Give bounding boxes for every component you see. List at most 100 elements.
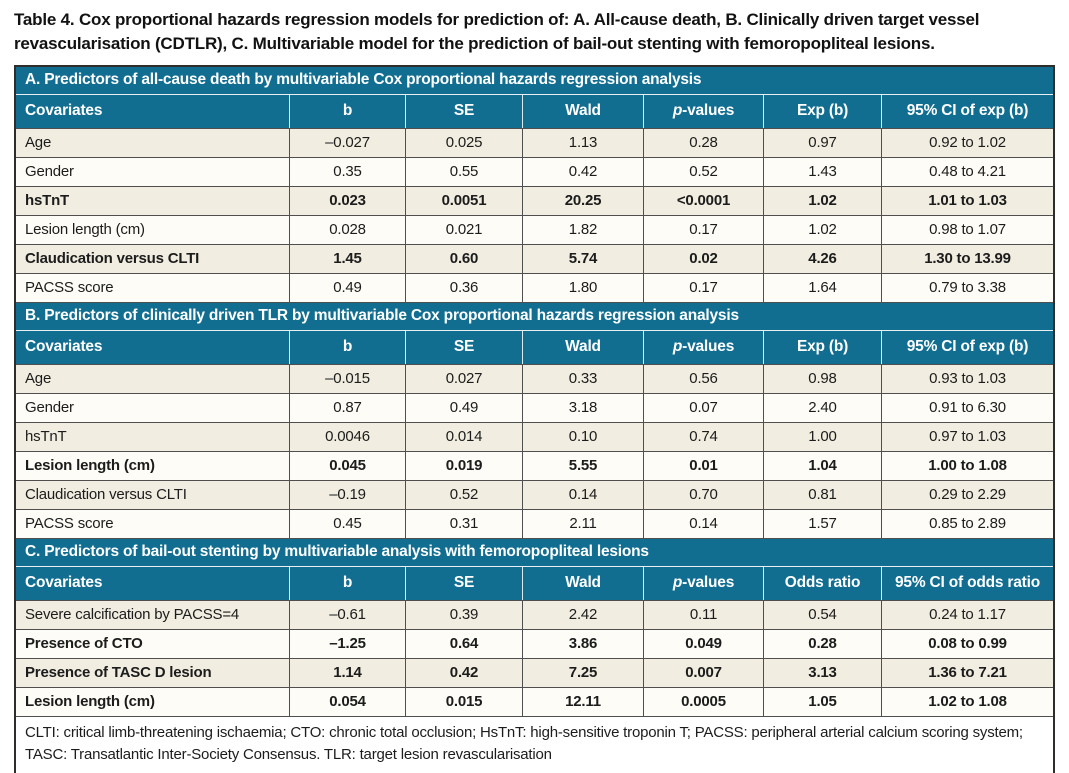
value-cell: 0.28 (763, 630, 881, 659)
column-header-p-values: p-values (643, 95, 763, 129)
value-cell: 0.11 (643, 601, 763, 630)
table-row: Lesion length (cm) 0.028 0.021 1.82 0.17 1.02… (16, 215, 1053, 245)
covariate-label: Lesion length (cm) (25, 693, 155, 711)
value-cell: 0.48 to 4.21 (881, 158, 1053, 187)
table-row: Claudication versus CLTI –0.19 0.52 0.14 0.7… (16, 480, 1053, 510)
table-row: Age –0.027 0.025 1.13 0.28 0.97 0.92 to 1.02 (16, 128, 1053, 158)
table-row: Claudication versus CLTI 1.45 0.60 5.74 0.02… (16, 244, 1053, 274)
value-cell: 0.019 (405, 452, 522, 481)
value-cell: 0.35 (289, 158, 405, 187)
table-row: Presence of CTO –1.25 0.64 3.86 0.049 0.28 0.0… (16, 629, 1053, 659)
value-cell: 0.31 (405, 510, 522, 539)
value-cell: 0.52 (643, 158, 763, 187)
value-cell: 0.021 (405, 216, 522, 245)
covariate-label: Gender (25, 399, 74, 417)
value-cell: 1.57 (763, 510, 881, 539)
value-cell: 4.26 (763, 245, 881, 274)
value-cell: 0.049 (643, 630, 763, 659)
value-cell: 5.55 (522, 452, 643, 481)
regression-table: A. Predictors of all-cause death by mult… (14, 65, 1055, 773)
value-cell: 0.17 (643, 216, 763, 245)
column-header-covariates: Covariates (25, 574, 103, 592)
table-row: Gender 0.87 0.49 3.18 0.07 2.40 0.91 to 6.30 (16, 393, 1053, 423)
value-cell: 0.33 (522, 365, 643, 394)
value-cell: –0.027 (289, 129, 405, 158)
value-cell: 0.54 (763, 601, 881, 630)
covariate-label: Lesion length (cm) (25, 457, 155, 475)
value-cell: –0.61 (289, 601, 405, 630)
covariate-label: Age (25, 134, 52, 152)
value-cell: 0.55 (405, 158, 522, 187)
covariate-label: Claudication versus CLTI (25, 486, 187, 504)
value-cell: 0.07 (643, 394, 763, 423)
covariate-label: Lesion length (cm) (25, 221, 145, 239)
value-cell: 0.97 to 1.03 (881, 423, 1053, 452)
value-cell: 0.02 (643, 245, 763, 274)
column-header-covariates: Covariates (25, 102, 103, 120)
value-cell: 0.015 (405, 688, 522, 717)
value-cell: 2.11 (522, 510, 643, 539)
value-cell: 0.027 (405, 365, 522, 394)
value-cell: 5.74 (522, 245, 643, 274)
value-cell: 0.045 (289, 452, 405, 481)
value-cell: 7.25 (522, 659, 643, 688)
value-cell: –0.015 (289, 365, 405, 394)
covariate-label: hsTnT (25, 192, 69, 210)
column-header-p-values: p-values (643, 331, 763, 365)
value-cell: 0.60 (405, 245, 522, 274)
section-c-header-row: Covariates b SE Wald p-values Odds ratio 95% C… (16, 567, 1053, 601)
value-cell: 0.87 (289, 394, 405, 423)
section-c-title: C. Predictors of bail-out stenting by mu… (16, 538, 1053, 568)
table-row: Lesion length (cm) 0.045 0.019 5.55 0.01 1.04… (16, 451, 1053, 481)
value-cell: 1.02 to 1.08 (881, 688, 1053, 717)
covariate-label: hsTnT (25, 428, 67, 446)
value-cell: 0.39 (405, 601, 522, 630)
table-row: PACSS score 0.45 0.31 2.11 0.14 1.57 0.85 to 2… (16, 509, 1053, 539)
table-row: hsTnT 0.023 0.0051 20.25 <0.0001 1.02 1.01 to … (16, 186, 1053, 216)
table-footnote: CLTI: critical limb-threatening ischaemi… (16, 716, 1053, 773)
value-cell: 3.18 (522, 394, 643, 423)
column-header-odds-ratio: Odds ratio (763, 567, 881, 601)
section-b-header-row: Covariates b SE Wald p-values Exp (b) 95% CI o… (16, 331, 1053, 365)
value-cell: 0.49 (405, 394, 522, 423)
value-cell: –1.25 (289, 630, 405, 659)
table-row: Lesion length (cm) 0.054 0.015 12.11 0.0005 1… (16, 687, 1053, 717)
value-cell: 0.10 (522, 423, 643, 452)
column-header-b: b (289, 331, 405, 365)
section-b-title: B. Predictors of clinically driven TLR b… (16, 302, 1053, 332)
value-cell: 0.025 (405, 129, 522, 158)
column-header-se: SE (405, 567, 522, 601)
column-header-wald: Wald (522, 95, 643, 129)
value-cell: 0.56 (643, 365, 763, 394)
covariate-label: Presence of CTO (25, 635, 143, 653)
value-cell: 1.04 (763, 452, 881, 481)
value-cell: 1.80 (522, 274, 643, 303)
column-header-exp-b: Exp (b) (763, 331, 881, 365)
table-row: Age –0.015 0.027 0.33 0.56 0.98 0.93 to 1.03 (16, 364, 1053, 394)
value-cell: 0.93 to 1.03 (881, 365, 1053, 394)
value-cell: 0.52 (405, 481, 522, 510)
value-cell: 1.13 (522, 129, 643, 158)
value-cell: 0.74 (643, 423, 763, 452)
value-cell: 0.42 (405, 659, 522, 688)
table-row: Gender 0.35 0.55 0.42 0.52 1.43 0.48 to 4.21 (16, 157, 1053, 187)
value-cell: 0.64 (405, 630, 522, 659)
value-cell: 0.054 (289, 688, 405, 717)
value-cell: 0.42 (522, 158, 643, 187)
value-cell: 1.43 (763, 158, 881, 187)
value-cell: 0.81 (763, 481, 881, 510)
value-cell: 0.023 (289, 187, 405, 216)
table-row: hsTnT 0.0046 0.014 0.10 0.74 1.00 0.97 to 1.03 (16, 422, 1053, 452)
value-cell: 2.42 (522, 601, 643, 630)
value-cell: 1.01 to 1.03 (881, 187, 1053, 216)
column-header-p-values: p-values (643, 567, 763, 601)
value-cell: 0.08 to 0.99 (881, 630, 1053, 659)
value-cell: 3.13 (763, 659, 881, 688)
value-cell: 0.24 to 1.17 (881, 601, 1053, 630)
value-cell: 20.25 (522, 187, 643, 216)
value-cell: 0.028 (289, 216, 405, 245)
column-header-95-ci-of-odds-ratio: 95% CI of odds ratio (881, 567, 1053, 601)
column-header-covariates: Covariates (25, 338, 103, 356)
column-header-wald: Wald (522, 567, 643, 601)
value-cell: 0.0005 (643, 688, 763, 717)
